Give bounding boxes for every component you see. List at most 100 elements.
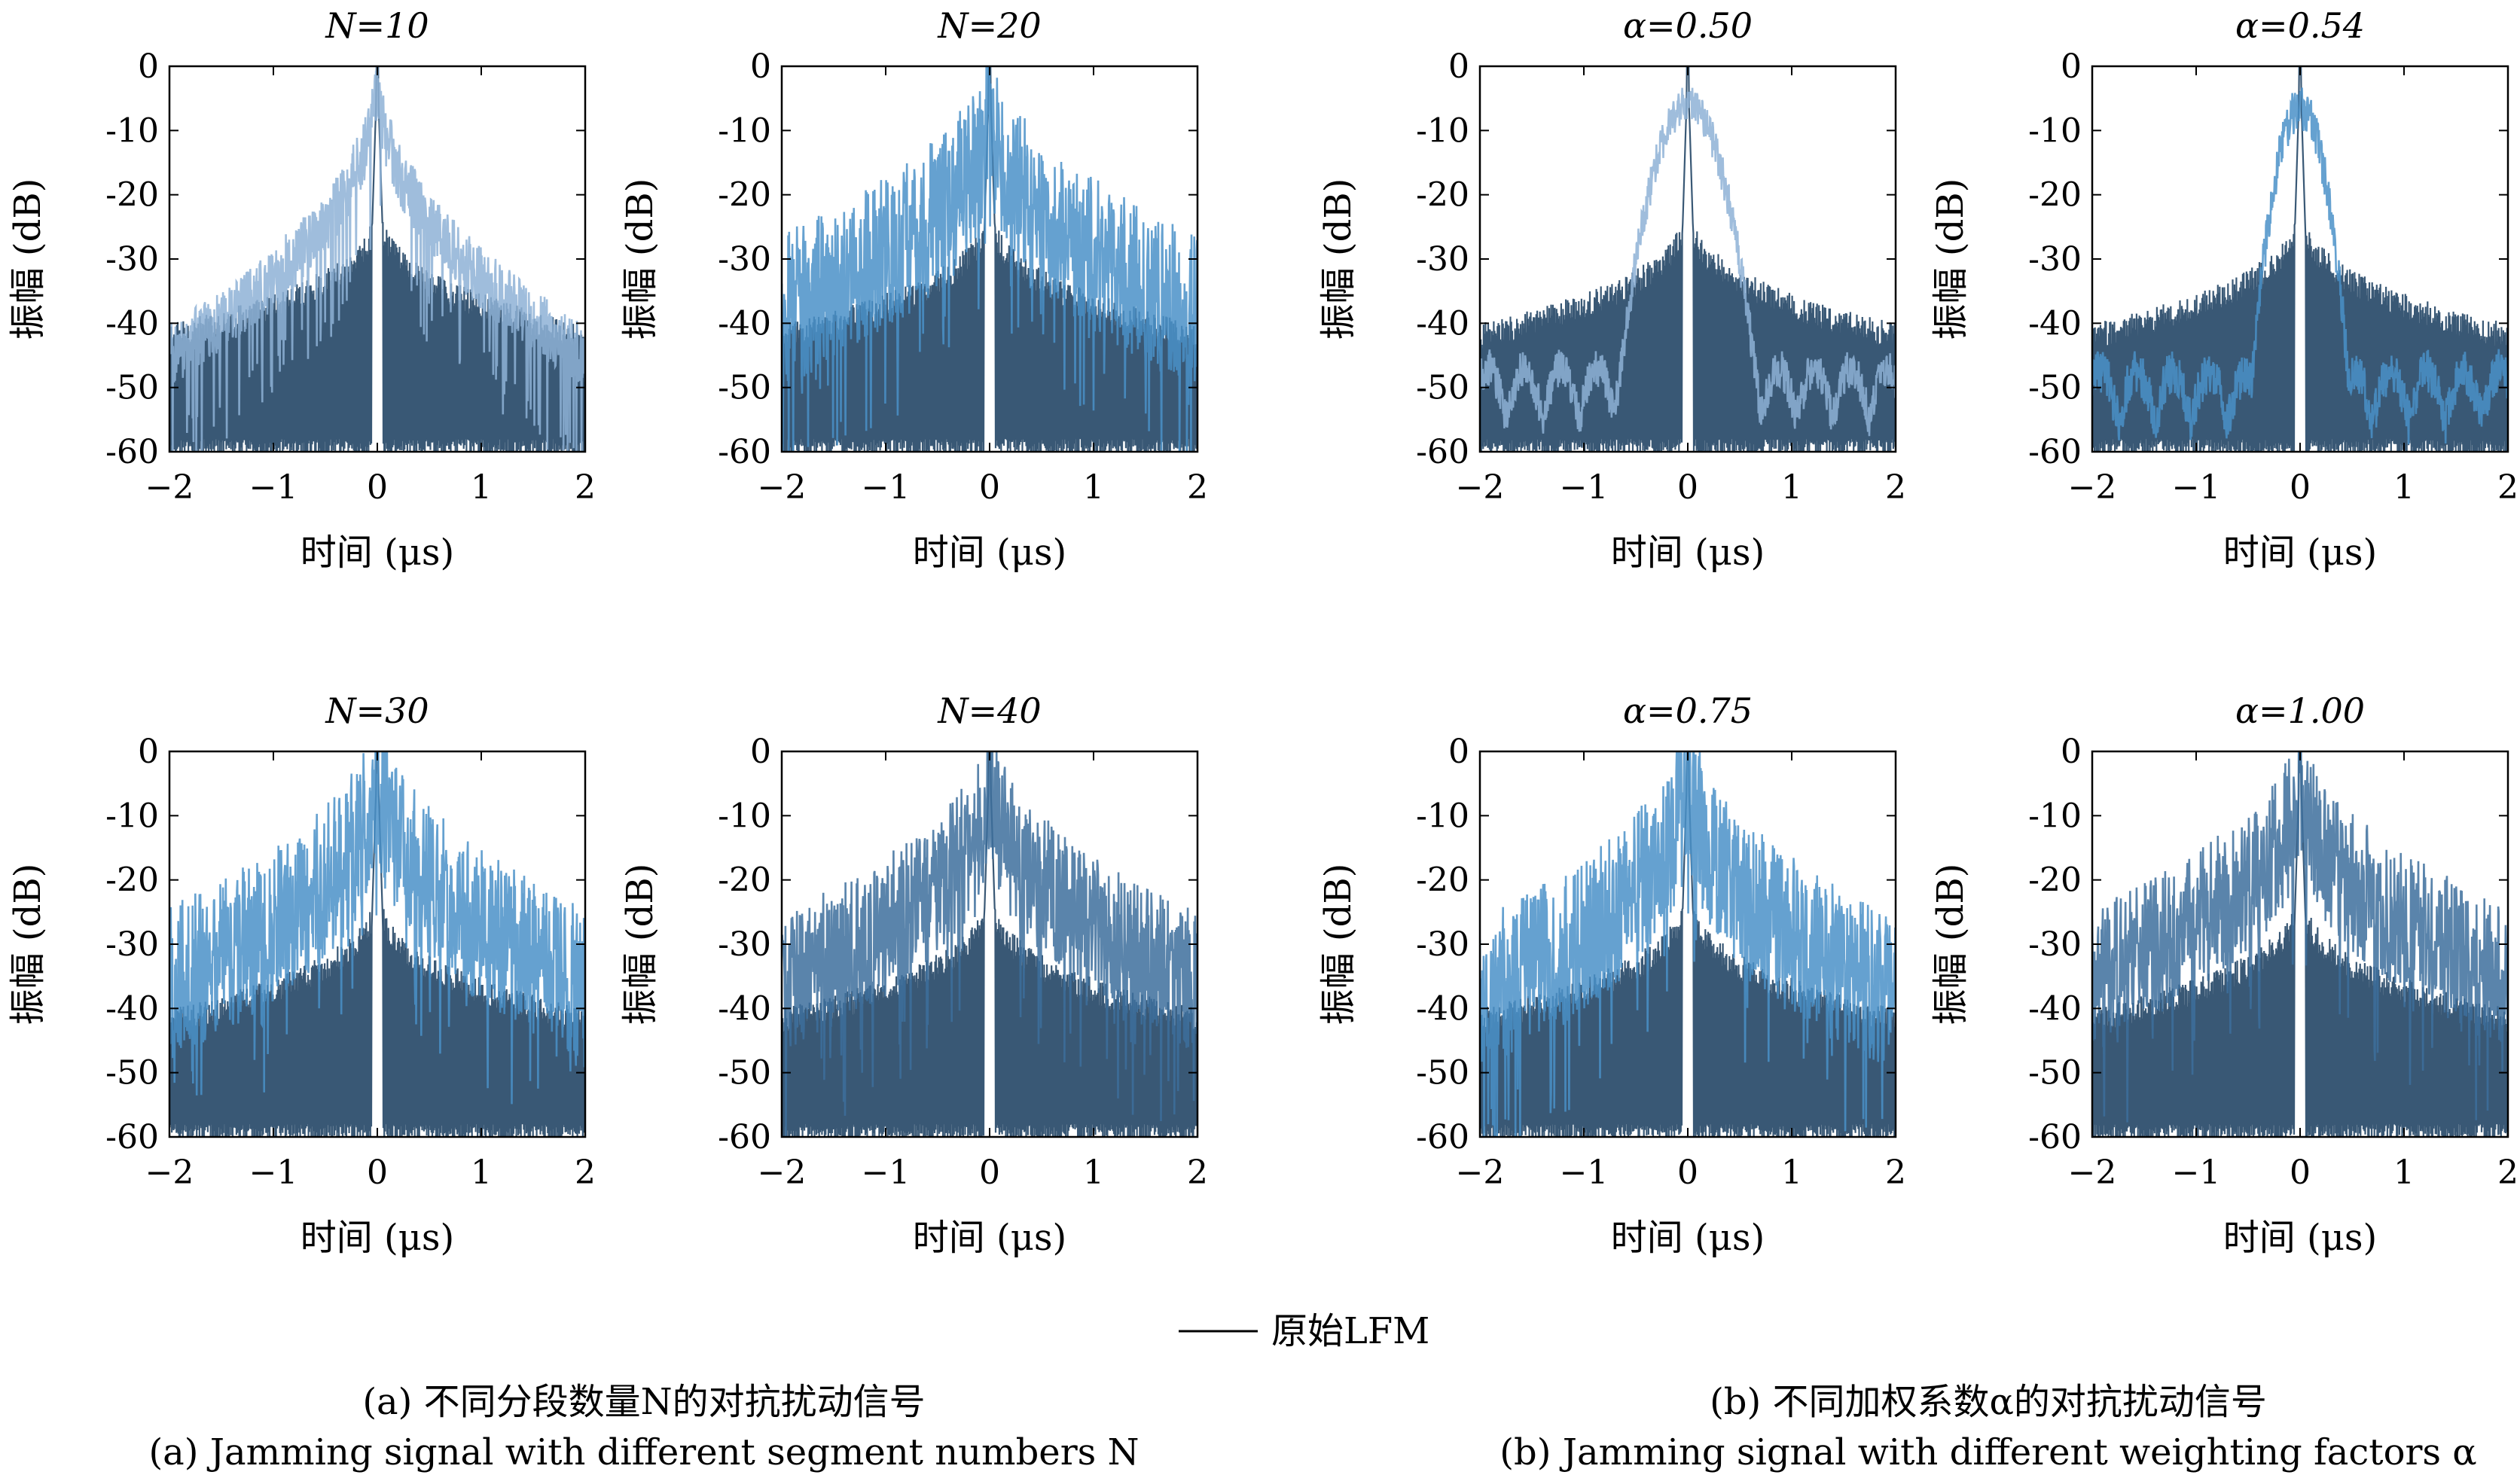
y-tick-label: -40 bbox=[2028, 304, 2082, 343]
y-tick-label: -10 bbox=[1416, 797, 1469, 835]
y-tick-label: -60 bbox=[718, 1118, 771, 1156]
x-tick-label: 0 bbox=[367, 1153, 388, 1192]
y-axis-label: 振幅 (dB) bbox=[1317, 178, 1359, 340]
y-tick-label: 0 bbox=[2061, 47, 2082, 86]
y-tick-label: -20 bbox=[2028, 176, 2082, 215]
y-tick-label: -50 bbox=[2028, 1054, 2082, 1093]
series-lfm-line bbox=[782, 751, 1197, 1137]
plot-area bbox=[1480, 66, 1896, 452]
x-tick-label: 1 bbox=[1781, 1153, 1802, 1192]
y-tick-label: -50 bbox=[105, 1054, 159, 1093]
y-tick-label: -50 bbox=[105, 369, 159, 407]
y-tick-label: -40 bbox=[2028, 989, 2082, 1028]
caption-b-en: (b) Jamming signal with different weight… bbox=[1499, 1431, 2476, 1473]
x-tick-label: −1 bbox=[2172, 468, 2221, 507]
x-tick-label: −2 bbox=[2068, 1153, 2117, 1192]
y-tick-label: -50 bbox=[718, 369, 771, 407]
series-jamming-line bbox=[782, 66, 1197, 452]
x-tick-label: −1 bbox=[1560, 468, 1609, 507]
x-tick-label: 1 bbox=[471, 1153, 492, 1192]
y-tick-label: 0 bbox=[2061, 733, 2082, 771]
panel-title: α=1.00 bbox=[2235, 690, 2365, 731]
y-tick-label: -60 bbox=[105, 433, 159, 471]
y-tick-label: -50 bbox=[2028, 369, 2082, 407]
x-axis-label: 时间 (μs) bbox=[913, 1217, 1067, 1259]
x-tick-label: −1 bbox=[249, 468, 298, 507]
x-tick-label: 1 bbox=[471, 468, 492, 507]
series-jamming-line bbox=[169, 66, 585, 452]
y-tick-label: -10 bbox=[2028, 797, 2082, 835]
x-axis-label: 时间 (μs) bbox=[1611, 1217, 1765, 1259]
y-tick-label: -60 bbox=[1416, 433, 1469, 471]
series-jamming-line bbox=[2092, 751, 2508, 1123]
y-tick-label: -60 bbox=[2028, 1118, 2082, 1156]
y-tick-label: 0 bbox=[138, 47, 159, 86]
y-axis-label: 振幅 (dB) bbox=[619, 178, 661, 340]
plot-area bbox=[169, 751, 585, 1137]
series-jamming-line bbox=[1480, 751, 1896, 1137]
y-tick-label: -60 bbox=[718, 433, 771, 471]
y-tick-label: -60 bbox=[105, 1118, 159, 1156]
panel-title: N=20 bbox=[937, 5, 1041, 46]
panel-title: N=10 bbox=[325, 5, 429, 46]
x-tick-label: −1 bbox=[249, 1153, 298, 1192]
panel-title: α=0.75 bbox=[1623, 690, 1753, 731]
series-jamming-line bbox=[782, 751, 1197, 1137]
x-axis-label: 时间 (μs) bbox=[1611, 532, 1765, 574]
x-axis-label: 时间 (μs) bbox=[2223, 1217, 2378, 1259]
plot-area bbox=[2092, 66, 2508, 452]
x-tick-label: −1 bbox=[862, 468, 911, 507]
y-tick-label: -20 bbox=[2028, 861, 2082, 900]
x-tick-label: 0 bbox=[1677, 1153, 1698, 1192]
chart-panel: 0 -10 -20 -30 -40 -50 -60−2 −1 0 1 2 α=0.50 时间 (μs) 振… bbox=[1317, 5, 1906, 574]
series-lfm-line bbox=[2092, 66, 2508, 452]
x-tick-label: 2 bbox=[2497, 1153, 2518, 1192]
x-tick-label: −2 bbox=[145, 1153, 194, 1192]
x-tick-label: −1 bbox=[2172, 1153, 2221, 1192]
x-tick-label: 2 bbox=[1885, 468, 1906, 507]
series-jamming-line bbox=[1480, 87, 1896, 437]
y-tick-label: -10 bbox=[2028, 111, 2082, 150]
y-tick-label: -20 bbox=[1416, 176, 1469, 215]
y-tick-label: -10 bbox=[718, 797, 771, 835]
caption-b-zh: (b) 不同加权系数α的对抗扰动信号 bbox=[1710, 1381, 2267, 1423]
plot-area bbox=[782, 751, 1197, 1137]
panel-title: α=0.54 bbox=[2235, 5, 2365, 46]
x-tick-label: −2 bbox=[2068, 468, 2117, 507]
chart-panel: 0 -10 -20 -30 -40 -50 -60−2 −1 0 1 2 α=0.75 时间 (μs) 振… bbox=[1317, 690, 1906, 1259]
y-tick-label: -30 bbox=[1416, 240, 1469, 279]
y-tick-label: -40 bbox=[718, 304, 771, 343]
series-lfm-line bbox=[1480, 66, 1896, 452]
chart-panel: 0 -10 -20 -30 -40 -50 -60−2 −1 0 1 2 N=30 时间 (μs) 振幅 … bbox=[7, 690, 596, 1259]
y-tick-label: -30 bbox=[105, 240, 159, 279]
chart-panel: 0 -10 -20 -30 -40 -50 -60−2 −1 0 1 2 N=40 时间 (μs) 振幅 … bbox=[619, 690, 1208, 1259]
y-tick-label: -10 bbox=[105, 797, 159, 835]
y-tick-label: -40 bbox=[718, 989, 771, 1028]
x-tick-label: −2 bbox=[1456, 1153, 1505, 1192]
x-tick-label: −1 bbox=[862, 1153, 911, 1192]
captions: (a) 不同分段数量N的对抗扰动信号 (a) Jamming signal wi… bbox=[148, 1381, 2476, 1473]
y-tick-label: -30 bbox=[2028, 240, 2082, 279]
x-tick-label: 2 bbox=[1187, 1153, 1208, 1192]
y-tick-label: -30 bbox=[718, 240, 771, 279]
y-axis-label: 振幅 (dB) bbox=[7, 864, 49, 1025]
legend-label: 原始LFM bbox=[1271, 1310, 1429, 1352]
x-tick-label: 1 bbox=[2393, 1153, 2415, 1192]
x-tick-label: 2 bbox=[575, 468, 596, 507]
y-tick-label: -30 bbox=[718, 925, 771, 964]
series-lfm-line bbox=[169, 66, 585, 452]
plot-area bbox=[2092, 751, 2508, 1137]
y-tick-label: 0 bbox=[1448, 47, 1469, 86]
y-tick-label: -40 bbox=[1416, 989, 1469, 1028]
y-tick-label: -40 bbox=[105, 304, 159, 343]
x-tick-label: −2 bbox=[145, 468, 194, 507]
x-tick-label: 2 bbox=[575, 1153, 596, 1192]
chart-panel: 0 -10 -20 -30 -40 -50 -60−2 −1 0 1 2 N=10 时间 (μs) 振幅 … bbox=[7, 5, 596, 574]
y-tick-label: -10 bbox=[718, 111, 771, 150]
y-tick-label: -30 bbox=[105, 925, 159, 964]
y-tick-label: -20 bbox=[718, 176, 771, 215]
y-tick-label: -10 bbox=[105, 111, 159, 150]
series-jamming-line bbox=[2092, 87, 2508, 444]
x-axis-label: 时间 (μs) bbox=[913, 532, 1067, 574]
